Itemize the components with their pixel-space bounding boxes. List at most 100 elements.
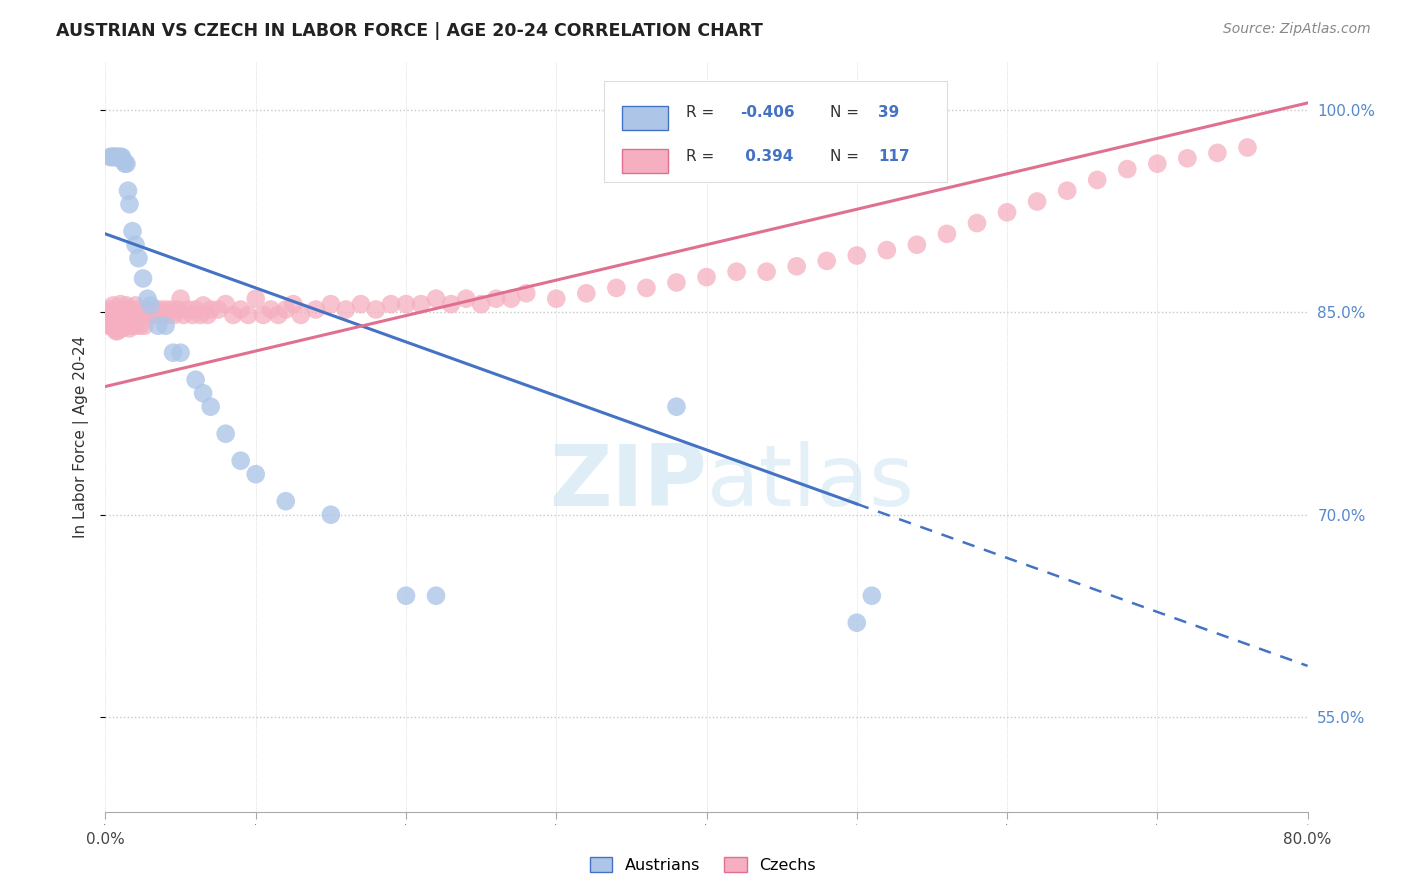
Point (110, 318, 132, 333)
Point (267, 308, 290, 322)
Point (860, 589, 883, 603)
Point (112, 153, 135, 168)
Point (103, 308, 125, 322)
Point (146, 318, 169, 333)
Point (128, 302, 150, 317)
Point (115, 318, 138, 333)
Point (142, 302, 165, 317)
Point (229, 302, 252, 317)
Point (160, 302, 183, 317)
FancyBboxPatch shape (623, 105, 668, 129)
Point (188, 308, 211, 322)
Point (108, 305, 131, 319)
Point (501, 292, 523, 306)
Point (162, 345, 184, 359)
Point (118, 321, 141, 335)
Text: R =: R = (686, 149, 720, 163)
Point (1175, 151, 1198, 165)
Point (197, 308, 219, 322)
Point (1085, 173, 1108, 187)
Point (121, 305, 143, 319)
Point (122, 312, 145, 326)
Point (139, 298, 162, 312)
Point (1206, 145, 1229, 160)
Point (100, 318, 122, 333)
Text: 117: 117 (879, 149, 910, 163)
Point (104, 150, 127, 164)
Text: atlas: atlas (707, 441, 914, 524)
Point (118, 197, 141, 211)
Point (125, 308, 148, 322)
Point (815, 253, 838, 268)
Point (409, 297, 432, 311)
Point (229, 453, 252, 467)
Point (1236, 140, 1258, 154)
Point (166, 302, 188, 317)
Text: 39: 39 (879, 105, 900, 120)
Point (112, 318, 135, 333)
Point (305, 302, 328, 317)
Point (163, 308, 186, 322)
Point (117, 316, 139, 330)
Point (111, 321, 134, 335)
Point (139, 308, 162, 322)
Point (1116, 162, 1139, 177)
Point (319, 508, 342, 522)
Point (696, 270, 718, 285)
Text: 0.394: 0.394 (740, 149, 793, 163)
Point (546, 292, 568, 306)
Point (101, 318, 124, 333)
Point (107, 324, 129, 338)
Point (274, 494, 297, 508)
Point (425, 589, 447, 603)
Point (845, 248, 868, 262)
Point (110, 297, 132, 311)
Point (111, 308, 134, 322)
Point (214, 297, 236, 311)
Point (103, 150, 125, 164)
Point (177, 302, 200, 317)
Point (103, 318, 125, 333)
Point (395, 297, 418, 311)
Point (290, 308, 312, 322)
Text: 80.0%: 80.0% (1284, 832, 1331, 847)
Point (114, 157, 136, 171)
Point (425, 292, 447, 306)
Point (121, 224, 143, 238)
Point (108, 318, 131, 333)
Point (936, 227, 959, 241)
Point (169, 345, 191, 359)
Point (98, 150, 121, 164)
Point (100, 150, 122, 164)
Point (181, 308, 204, 322)
Point (110, 150, 132, 164)
Point (905, 237, 928, 252)
Point (101, 318, 124, 333)
Text: ZIP: ZIP (548, 441, 707, 524)
Point (136, 292, 159, 306)
Point (1146, 157, 1168, 171)
Point (111, 150, 134, 164)
Point (115, 298, 138, 312)
Point (103, 321, 125, 335)
Point (876, 243, 898, 257)
Point (222, 308, 245, 322)
Point (184, 373, 207, 387)
Point (114, 318, 136, 333)
Point (260, 302, 283, 317)
Point (98, 318, 121, 333)
Point (121, 318, 143, 333)
Point (104, 316, 127, 330)
Text: R =: R = (686, 105, 720, 120)
Point (101, 150, 124, 164)
Point (97, 305, 120, 319)
Point (107, 150, 129, 164)
Point (636, 281, 658, 295)
Point (184, 302, 207, 317)
Point (252, 308, 274, 322)
Point (214, 426, 236, 441)
Point (104, 324, 127, 338)
Point (152, 308, 174, 322)
Point (245, 292, 267, 306)
FancyBboxPatch shape (623, 149, 668, 173)
